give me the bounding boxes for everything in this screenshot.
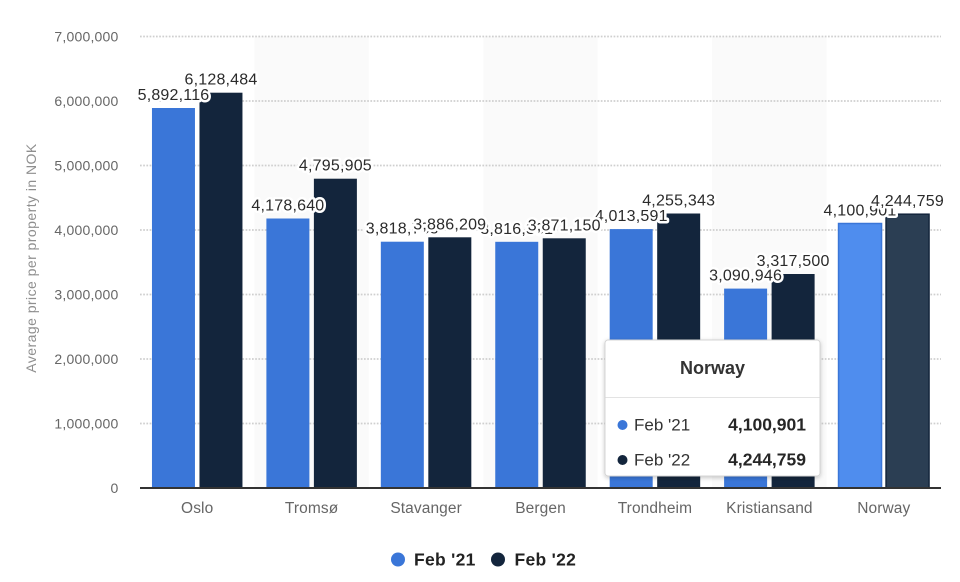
svg-text:4,255,343: 4,255,343 [642, 193, 715, 210]
svg-text:4,013,591: 4,013,591 [595, 208, 668, 225]
svg-text:0: 0 [111, 480, 119, 496]
svg-text:5,000,000: 5,000,000 [54, 157, 118, 173]
svg-text:3,000,000: 3,000,000 [54, 286, 118, 302]
svg-text:Tromsø: Tromsø [285, 500, 339, 517]
svg-text:Oslo: Oslo [181, 500, 213, 517]
svg-text:5,892,116: 5,892,116 [138, 87, 210, 104]
svg-text:4,244,759: 4,244,759 [871, 193, 944, 210]
svg-text:6,000,000: 6,000,000 [54, 93, 118, 109]
svg-text:6,128,484: 6,128,484 [185, 72, 258, 89]
svg-text:Feb '22: Feb '22 [634, 451, 690, 470]
svg-text:3,816,361: 3,816,361 [480, 221, 553, 238]
svg-text:4,178,640: 4,178,640 [251, 198, 324, 215]
svg-text:7,000,000: 7,000,000 [54, 28, 118, 44]
svg-text:3,886,209: 3,886,209 [413, 216, 486, 233]
svg-text:Average price per property in: Average price per property in NOK [23, 143, 39, 373]
svg-text:Trondheim: Trondheim [618, 500, 692, 517]
svg-text:4,100,901: 4,100,901 [824, 203, 897, 220]
svg-text:Kristiansand: Kristiansand [726, 500, 813, 517]
svg-text:3,818,738: 3,818,738 [366, 221, 439, 238]
svg-text:3,090,946: 3,090,946 [709, 268, 782, 285]
svg-text:Stavanger: Stavanger [390, 500, 462, 517]
svg-text:4,000,000: 4,000,000 [54, 222, 118, 238]
svg-text:Norway: Norway [857, 500, 910, 517]
svg-text:3,871,150: 3,871,150 [528, 217, 601, 234]
svg-text:Norway: Norway [680, 358, 745, 378]
svg-text:4,795,905: 4,795,905 [299, 158, 372, 175]
svg-text:3,317,500: 3,317,500 [757, 253, 830, 270]
svg-text:2,000,000: 2,000,000 [54, 351, 118, 367]
svg-text:4,100,901: 4,100,901 [728, 415, 806, 435]
svg-text:Feb '21: Feb '21 [414, 550, 476, 570]
svg-text:4,244,759: 4,244,759 [728, 450, 806, 470]
svg-text:1,000,000: 1,000,000 [54, 415, 118, 431]
svg-text:Feb '21: Feb '21 [634, 416, 690, 435]
svg-text:Feb '22: Feb '22 [515, 550, 577, 570]
svg-text:Bergen: Bergen [515, 500, 566, 517]
